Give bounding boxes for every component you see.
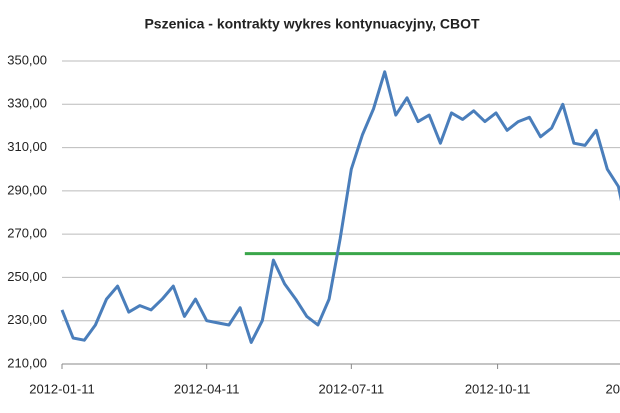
x-tick-label: 20 (606, 381, 620, 396)
chart-title: Pszenica - kontrakty wykres kontynuacyjn… (144, 16, 480, 32)
y-tick-label: 290,00 (7, 182, 47, 197)
y-tick-label: 210,00 (7, 355, 47, 370)
data-line (60, 70, 620, 344)
y-tick-label: 330,00 (7, 96, 47, 111)
y-tick-label: 230,00 (7, 312, 47, 327)
y-tick-label: 250,00 (7, 269, 47, 284)
x-tick-label: 2012-04-11 (174, 381, 240, 396)
x-tick-label: 2012-01-11 (29, 381, 95, 396)
y-tick-label: 310,00 (7, 139, 47, 154)
x-tick-label: 2012-07-11 (319, 381, 385, 396)
x-tick-label: 2012-10-11 (465, 381, 531, 396)
y-tick-label: 270,00 (7, 226, 47, 241)
y-tick-label: 350,00 (7, 52, 47, 67)
